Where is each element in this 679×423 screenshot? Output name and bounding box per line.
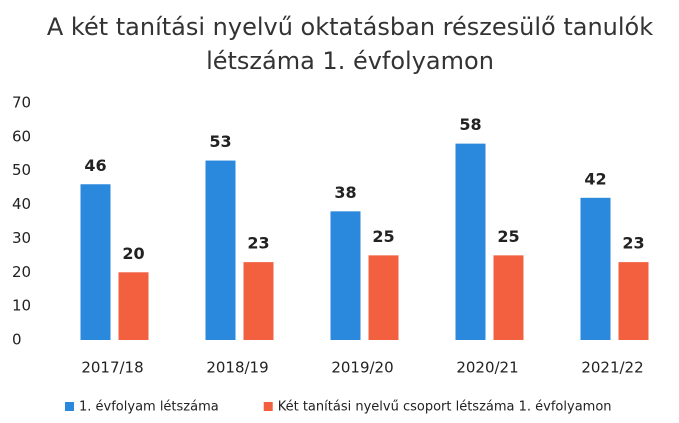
bar xyxy=(243,262,274,340)
value-label: 25 xyxy=(497,227,519,246)
legend-swatch xyxy=(263,402,273,411)
value-label: 38 xyxy=(334,183,356,202)
value-label: 42 xyxy=(584,169,606,188)
legend-label: 1. évfolyam létszáma xyxy=(79,400,219,415)
value-label: 23 xyxy=(247,234,269,253)
bar xyxy=(205,160,236,340)
y-tick-label: 40 xyxy=(12,195,31,213)
value-label: 25 xyxy=(372,227,394,246)
y-tick-label: 70 xyxy=(12,94,31,112)
y-tick-label: 0 xyxy=(12,331,22,349)
y-tick-label: 10 xyxy=(12,297,31,315)
value-label: 46 xyxy=(84,156,106,175)
y-tick-label: 50 xyxy=(12,161,31,179)
value-label: 20 xyxy=(122,244,144,263)
x-tick-label: 2019/20 xyxy=(331,359,393,377)
x-tick-label: 2017/18 xyxy=(81,359,143,377)
chart-title: A két tanítási nyelvű oktatásban részesü… xyxy=(46,13,654,75)
bar xyxy=(330,211,361,340)
bar xyxy=(455,143,486,340)
y-tick-label: 60 xyxy=(12,127,31,145)
value-label: 23 xyxy=(622,234,644,253)
value-label: 53 xyxy=(209,132,231,151)
bar xyxy=(493,255,524,340)
bar xyxy=(618,262,649,340)
y-tick-label: 30 xyxy=(12,229,31,247)
bar xyxy=(80,184,111,340)
bar xyxy=(118,272,149,340)
legend-label: Két tanítási nyelvű csoport létszáma 1. … xyxy=(278,400,612,415)
x-tick-label: 2020/21 xyxy=(456,359,518,377)
bar xyxy=(580,197,611,340)
x-tick-label: 2018/19 xyxy=(206,359,268,377)
x-tick-label: 2021/22 xyxy=(581,359,643,377)
legend-swatch xyxy=(65,402,74,411)
value-label: 58 xyxy=(459,115,481,134)
bar xyxy=(368,255,399,340)
y-tick-label: 20 xyxy=(12,263,31,281)
